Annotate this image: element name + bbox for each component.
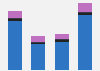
- Bar: [55, 42, 69, 70]
- Bar: [31, 36, 45, 42]
- Bar: [8, 21, 22, 70]
- Bar: [8, 18, 22, 19]
- Bar: [78, 15, 92, 70]
- Bar: [55, 34, 69, 39]
- Bar: [78, 3, 92, 12]
- Bar: [31, 43, 45, 44]
- Bar: [31, 42, 45, 43]
- Bar: [8, 11, 22, 18]
- Bar: [78, 12, 92, 13]
- Bar: [8, 19, 22, 21]
- Bar: [78, 13, 92, 15]
- Bar: [31, 44, 45, 70]
- Bar: [55, 40, 69, 42]
- Bar: [55, 39, 69, 40]
